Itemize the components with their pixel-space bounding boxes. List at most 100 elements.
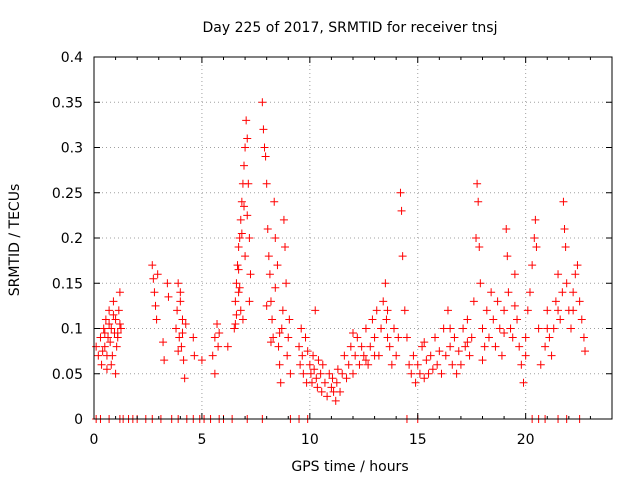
data-point xyxy=(355,360,364,369)
data-point xyxy=(115,319,124,328)
data-point xyxy=(575,297,584,306)
data-point xyxy=(112,342,121,351)
y-tick-label: 0.3 xyxy=(61,141,83,157)
data-point xyxy=(387,360,396,369)
data-point xyxy=(390,324,399,333)
data-point xyxy=(231,297,240,306)
data-point xyxy=(554,306,563,315)
data-point xyxy=(260,143,269,152)
data-point xyxy=(569,306,578,315)
data-point xyxy=(307,378,316,387)
data-point xyxy=(456,360,465,369)
data-point xyxy=(175,333,184,342)
data-point xyxy=(368,315,377,324)
data-point xyxy=(454,347,463,356)
data-point xyxy=(109,310,118,319)
data-point xyxy=(435,347,444,356)
y-tick-label: 0 xyxy=(74,412,83,428)
data-point xyxy=(258,98,267,107)
data-point xyxy=(305,360,314,369)
y-tick-label: 0.4 xyxy=(61,50,83,66)
data-point xyxy=(310,365,319,374)
data-point xyxy=(116,324,125,333)
data-point xyxy=(476,279,485,288)
data-point xyxy=(266,338,275,347)
data-point xyxy=(469,297,478,306)
data-point xyxy=(317,387,326,396)
data-point xyxy=(234,265,243,274)
data-point xyxy=(528,261,537,270)
data-point xyxy=(504,288,513,297)
data-point xyxy=(151,301,160,310)
data-point xyxy=(108,351,117,360)
data-point xyxy=(545,333,554,342)
data-point xyxy=(149,274,158,283)
data-point xyxy=(510,301,519,310)
data-point xyxy=(478,356,487,365)
x-tick-label: 5 xyxy=(197,432,206,448)
data-point xyxy=(560,224,569,233)
data-point xyxy=(510,270,519,279)
data-point xyxy=(213,319,222,328)
data-point xyxy=(506,324,515,333)
grid xyxy=(94,57,612,419)
data-point xyxy=(428,365,437,374)
data-point xyxy=(349,329,357,338)
data-point xyxy=(174,347,183,356)
data-point xyxy=(296,360,305,369)
data-point xyxy=(489,315,498,324)
x-tick-labels: 0 5 10 15 20 xyxy=(90,432,535,448)
data-point xyxy=(484,333,493,342)
data-point xyxy=(463,338,472,347)
data-point xyxy=(114,306,123,315)
data-point xyxy=(104,333,113,342)
data-point xyxy=(558,288,567,297)
data-point xyxy=(266,297,275,306)
data-point xyxy=(96,333,105,342)
data-point xyxy=(361,324,370,333)
data-point xyxy=(269,333,278,342)
data-point xyxy=(284,333,293,342)
data-point xyxy=(102,365,111,374)
data-point xyxy=(361,356,370,365)
data-point xyxy=(382,315,391,324)
data-point xyxy=(543,306,552,315)
data-point xyxy=(342,374,351,383)
data-point xyxy=(543,324,552,333)
data-point xyxy=(441,351,450,360)
data-point xyxy=(174,279,183,288)
data-point xyxy=(285,315,294,324)
data-point xyxy=(426,351,435,360)
data-point xyxy=(407,369,416,378)
data-point xyxy=(98,347,107,356)
data-point xyxy=(230,324,239,333)
data-point xyxy=(521,333,530,342)
data-point xyxy=(241,143,250,152)
data-point xyxy=(311,306,320,315)
data-points xyxy=(92,98,590,423)
data-point xyxy=(482,306,491,315)
data-point xyxy=(236,306,245,315)
data-point xyxy=(92,342,101,351)
data-point xyxy=(409,351,418,360)
data-point xyxy=(286,369,295,378)
data-point xyxy=(173,306,182,315)
data-point xyxy=(392,351,401,360)
data-point xyxy=(208,351,217,360)
data-point xyxy=(312,374,321,383)
data-point xyxy=(331,396,340,405)
data-point xyxy=(309,351,318,360)
data-point xyxy=(581,347,590,356)
data-point xyxy=(534,324,543,333)
data-point xyxy=(178,329,187,338)
data-point xyxy=(513,315,522,324)
data-point xyxy=(303,347,312,356)
data-point xyxy=(411,378,420,387)
data-point xyxy=(282,279,291,288)
data-point xyxy=(246,270,255,279)
data-point xyxy=(422,356,431,365)
data-point xyxy=(536,360,545,369)
data-point xyxy=(424,369,433,378)
data-point xyxy=(297,324,306,333)
y-tick-label: 0.25 xyxy=(52,186,83,202)
